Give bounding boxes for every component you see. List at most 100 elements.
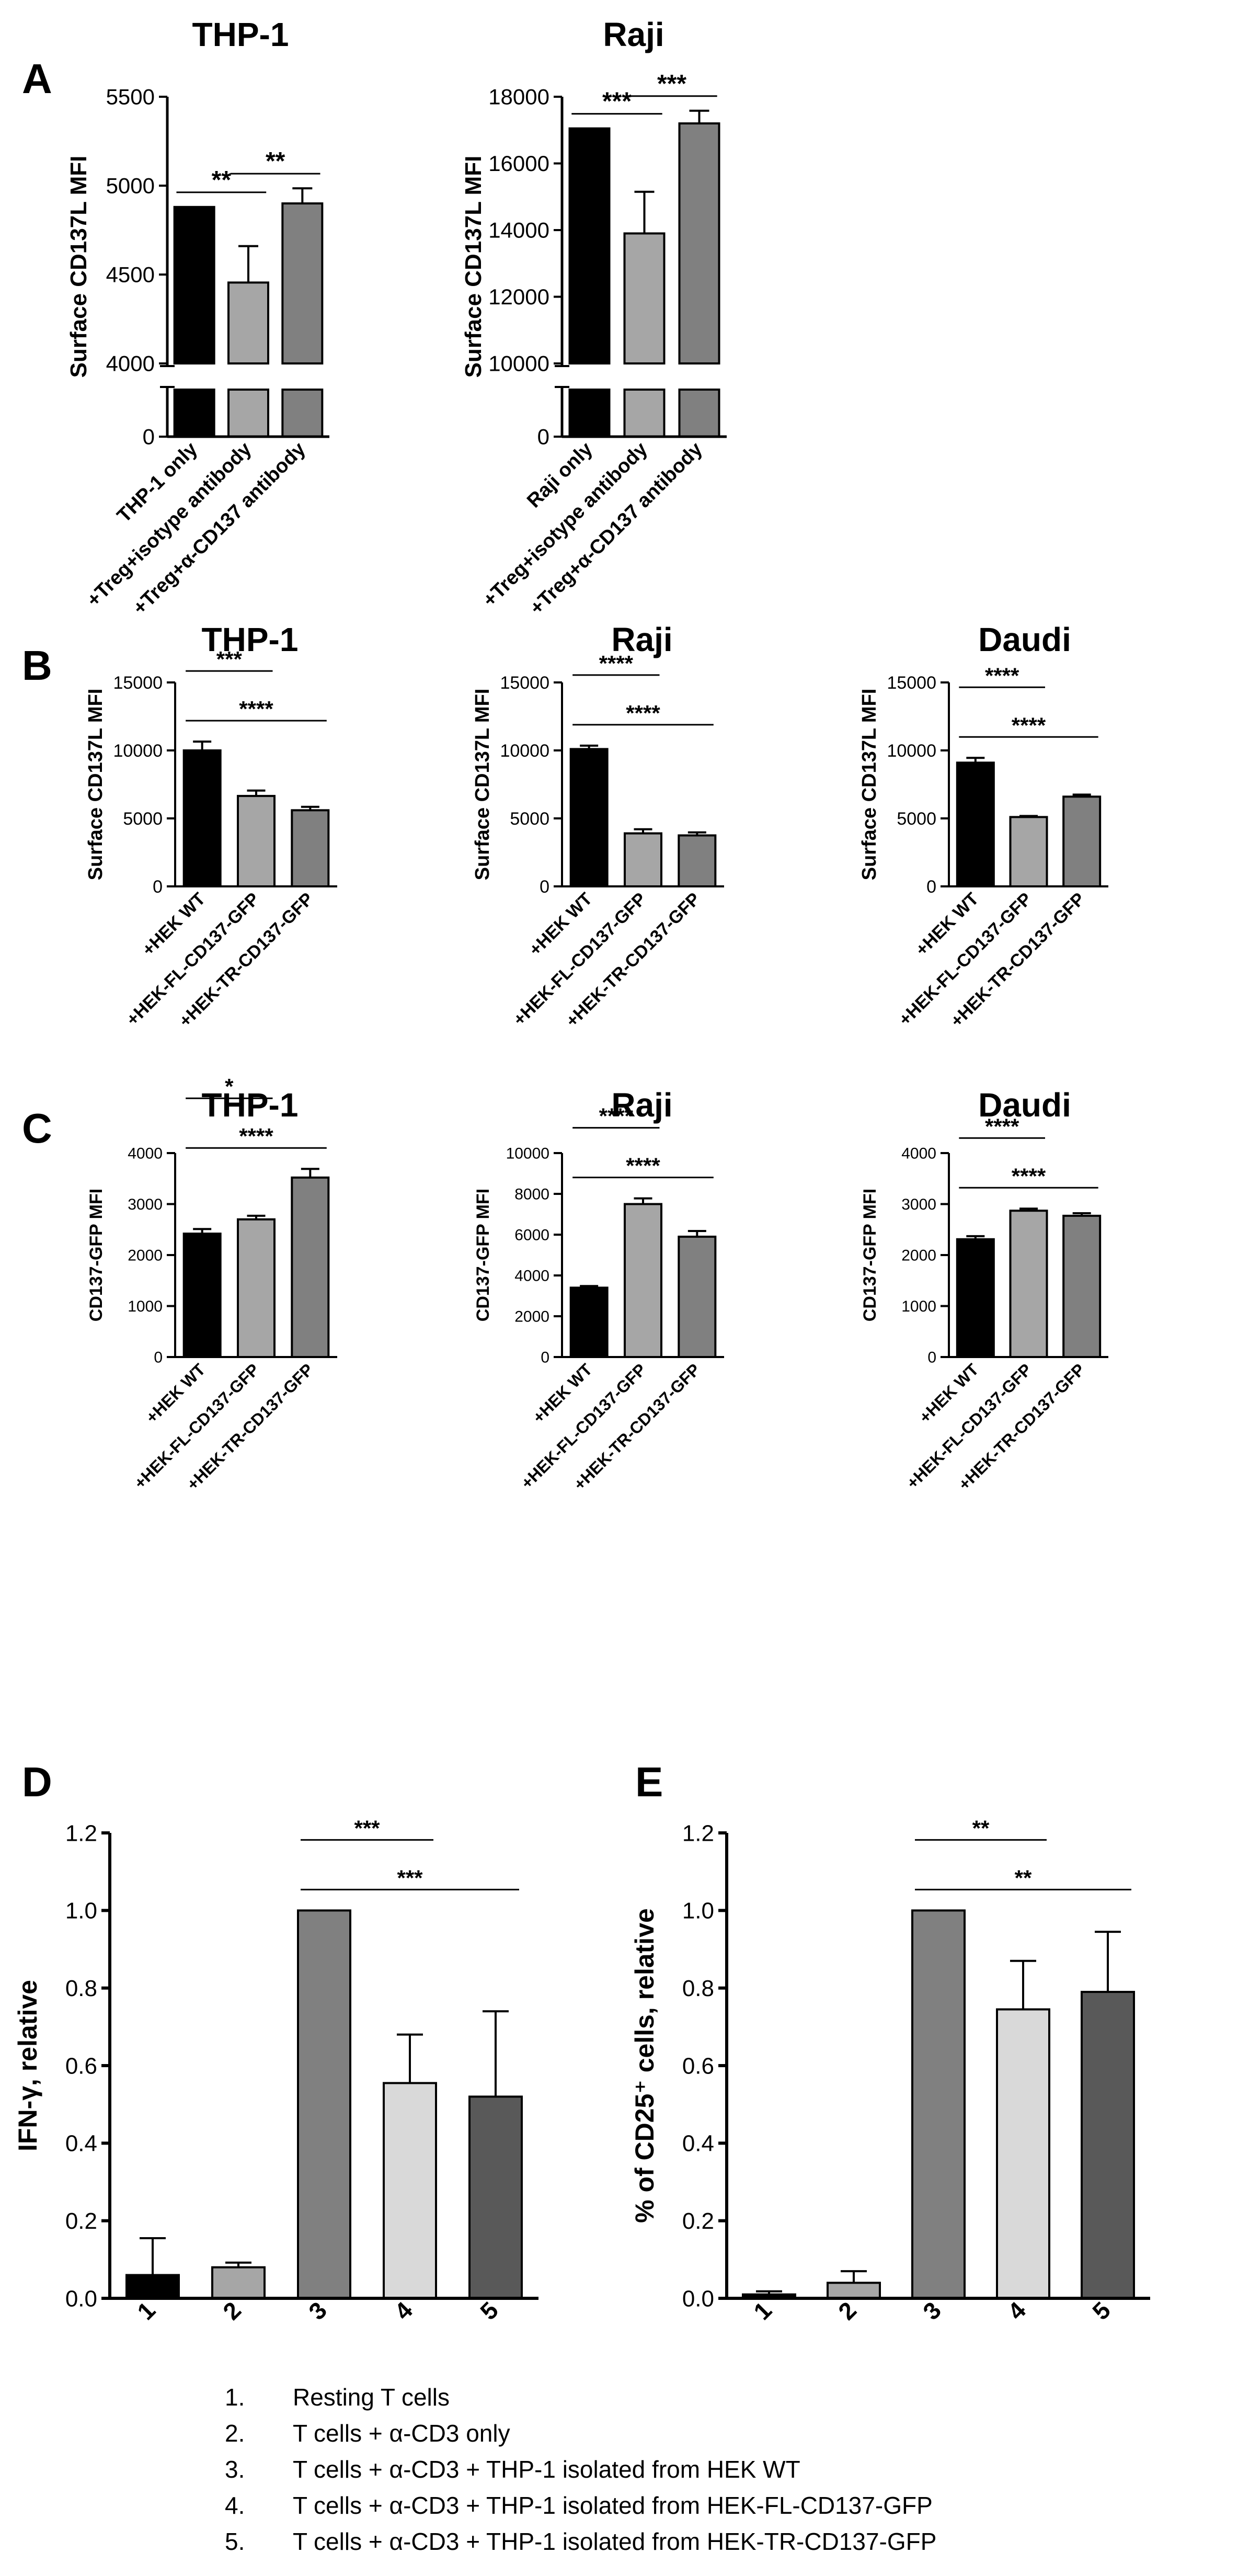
chart-title: Raji <box>603 16 664 53</box>
y-tick-label: 16000 <box>488 151 549 176</box>
y-tick-label: 1.0 <box>682 1898 714 1924</box>
bar-3 <box>678 1235 717 1358</box>
bar-3 <box>678 834 717 887</box>
y-tick-label: 0 <box>143 425 155 449</box>
y-tick-label: 10000 <box>488 351 549 376</box>
y-tick-label: 5000 <box>106 174 155 198</box>
y-tick-label: 4000 <box>128 1145 163 1162</box>
bar-2-lower <box>623 389 666 438</box>
y-axis-label: Surface CD137L MFI <box>85 689 107 881</box>
bar-4 <box>996 2008 1050 2299</box>
bar-2 <box>227 281 269 364</box>
bar-3-lower <box>678 389 720 438</box>
y-tick-label: 5500 <box>106 85 155 109</box>
y-tick-label: 1000 <box>901 1298 936 1315</box>
significance-label: *** <box>657 70 686 98</box>
panel-letter: A <box>22 55 52 102</box>
y-tick-label: 3000 <box>128 1196 163 1213</box>
significance-label: **** <box>1012 1164 1046 1188</box>
y-tick-label: 0 <box>541 1349 549 1366</box>
y-tick-label: 5000 <box>510 809 549 829</box>
y-tick-label: 4000 <box>901 1145 936 1162</box>
significance-label: * <box>225 1074 234 1099</box>
bar-3 <box>1062 795 1102 888</box>
y-axis-label: Surface CD137L MFI <box>461 156 486 378</box>
chart-title: Daudi <box>978 621 1071 658</box>
panel-a-raji: Raji 10000 12000 14000 16000 18000 0 Surface CD… <box>461 16 727 619</box>
significance-label: ** <box>972 1816 990 1840</box>
x-tick-label: 1 <box>748 2296 777 2325</box>
y-tick-label: 0.4 <box>682 2131 714 2157</box>
y-axis-label: IFN-γ, relative <box>13 1980 42 2151</box>
y-tick-label: 4000 <box>106 351 155 376</box>
x-tick-label: 4 <box>389 2296 418 2325</box>
y-tick-label: 2000 <box>901 1247 936 1264</box>
bar-1 <box>125 2274 180 2299</box>
panel-a-thp-1: THP-1 A 4000 4500 5000 5500 0 Surface CD137L MF… <box>22 16 329 619</box>
bar-2 <box>827 2282 881 2300</box>
bar-3 <box>297 1909 351 2299</box>
significance-label: *** <box>216 647 243 671</box>
chart-title: THP-1 <box>192 16 289 53</box>
x-tick-label: 1 <box>132 2296 161 2325</box>
chart-title: Raji <box>611 621 672 658</box>
chart-title: THP-1 <box>202 1086 299 1124</box>
significance-label: ** <box>1015 1865 1032 1890</box>
bar-1-lower <box>173 389 215 438</box>
y-tick-label: 10000 <box>506 1145 549 1162</box>
bar-1-lower <box>568 389 611 438</box>
bar-3 <box>291 809 330 888</box>
bar-3 <box>911 1909 966 2299</box>
y-tick-label: 1.0 <box>65 1898 97 1924</box>
significance-label: **** <box>599 1104 634 1129</box>
legend-list: 1. Resting T cells 2. T cells + α-CD3 only 3… <box>225 2384 936 2555</box>
bar-1 <box>956 761 995 888</box>
significance-label: **** <box>239 1124 273 1148</box>
y-tick-label: 0 <box>927 1349 936 1366</box>
significance-label: **** <box>1012 713 1046 737</box>
significance-label: **** <box>626 1154 660 1178</box>
legend-item-text: Resting T cells <box>293 2384 450 2411</box>
y-tick-label: 5000 <box>897 809 936 829</box>
y-tick-label: 4500 <box>106 263 155 287</box>
chart-title: Daudi <box>978 1086 1071 1124</box>
legend-item: 5. <box>225 2528 245 2555</box>
y-tick-label: 0 <box>154 1349 163 1366</box>
y-tick-label: 15000 <box>113 673 163 693</box>
significance-label: **** <box>985 663 1019 688</box>
x-tick-label: 5 <box>1087 2296 1116 2325</box>
legend-item-text: T cells + α-CD3 + THP-1 isolated from HE… <box>293 2456 800 2483</box>
bar-2 <box>1009 1210 1048 1359</box>
y-axis-label: CD137-GFP MFI <box>473 1189 493 1321</box>
panel-letter: D <box>22 1759 52 1805</box>
y-tick-label: 15000 <box>500 673 549 693</box>
y-tick-label: 0.0 <box>682 2286 714 2311</box>
legend-item: 4. <box>225 2492 245 2519</box>
y-tick-label: 8000 <box>514 1186 549 1203</box>
y-tick-label: 3000 <box>901 1196 936 1213</box>
bar-2 <box>624 1203 662 1358</box>
significance-label: **** <box>239 697 273 721</box>
significance-label: ** <box>212 166 232 194</box>
bar-3 <box>1062 1214 1102 1359</box>
bar-2 <box>624 832 662 887</box>
panel-letter: E <box>635 1759 663 1805</box>
y-tick-label: 10000 <box>500 741 549 761</box>
y-tick-label: 2000 <box>128 1247 163 1264</box>
bar-1 <box>182 1233 222 1359</box>
y-tick-label: 0.4 <box>65 2131 97 2157</box>
y-tick-label: 0 <box>537 425 549 449</box>
y-axis-label: Surface CD137L MFI <box>858 689 880 881</box>
significance-label: **** <box>985 1114 1019 1138</box>
significance-label: **** <box>599 651 634 676</box>
panel-letter: C <box>22 1105 52 1152</box>
x-tick-label: 5 <box>475 2296 503 2325</box>
x-tick-label: 3 <box>918 2296 946 2325</box>
legend-item: 2. <box>225 2420 245 2447</box>
bar-1 <box>569 1286 609 1358</box>
chart-title: THP-1 <box>202 621 299 658</box>
y-tick-label: 15000 <box>887 673 936 693</box>
